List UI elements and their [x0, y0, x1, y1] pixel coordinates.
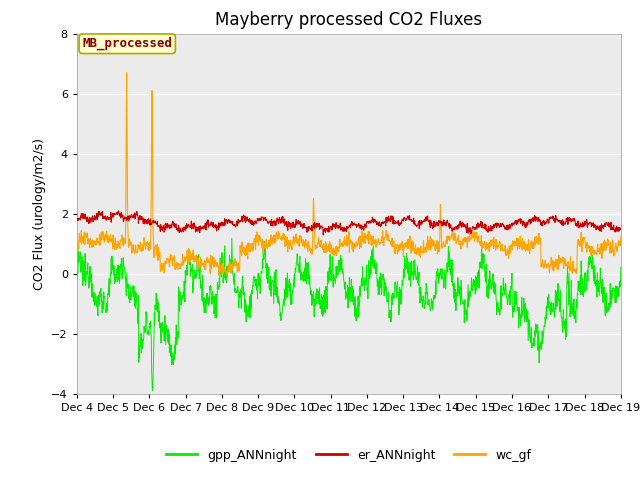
- Y-axis label: CO2 Flux (urology/m2/s): CO2 Flux (urology/m2/s): [33, 138, 45, 289]
- Text: MB_processed: MB_processed: [83, 37, 172, 50]
- Title: Mayberry processed CO2 Fluxes: Mayberry processed CO2 Fluxes: [215, 11, 483, 29]
- Legend: gpp_ANNnight, er_ANNnight, wc_gf: gpp_ANNnight, er_ANNnight, wc_gf: [161, 444, 536, 467]
